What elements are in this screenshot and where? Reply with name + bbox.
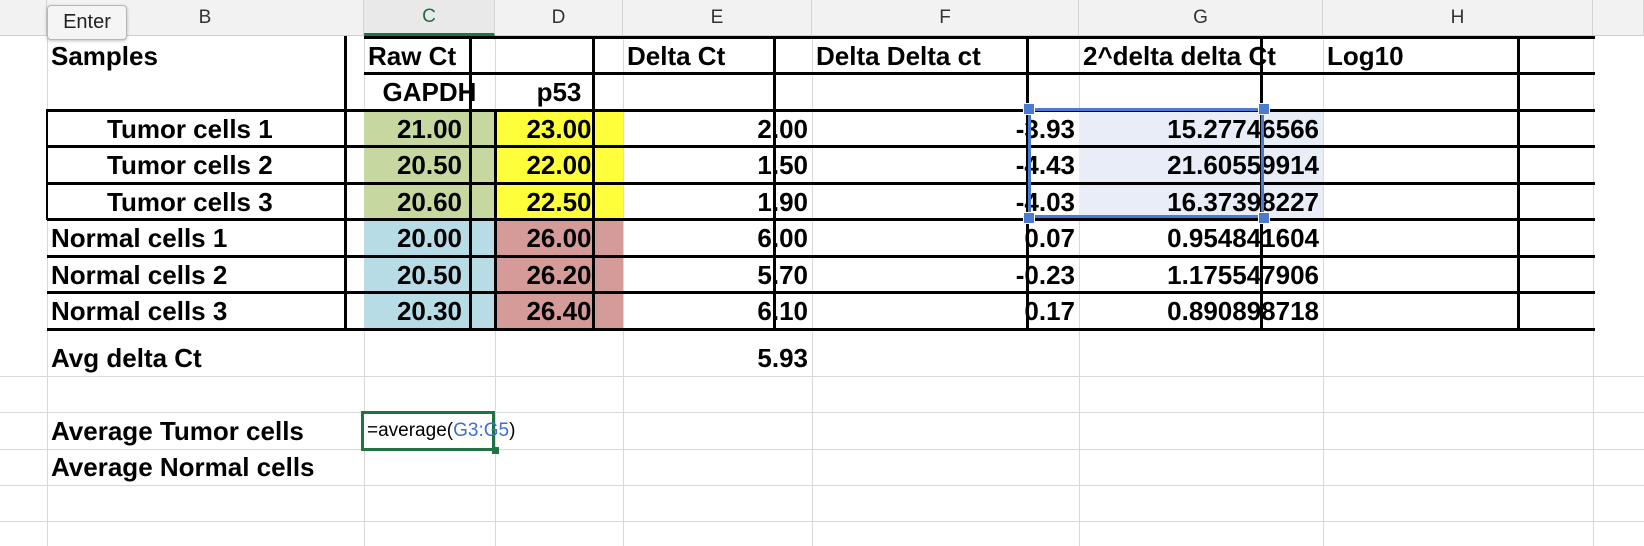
p53-cell[interactable]: 22.50 bbox=[495, 184, 623, 220]
power-cell[interactable]: 15.27746566 bbox=[1079, 111, 1323, 147]
gapdh-cell[interactable]: 20.60 bbox=[364, 184, 495, 220]
sample-name-cell[interactable]: Normal cells 3 bbox=[51, 296, 228, 326]
column-header-c[interactable]: C bbox=[364, 0, 495, 36]
table-border bbox=[47, 218, 1595, 221]
gapdh-cell[interactable]: 20.30 bbox=[364, 293, 495, 330]
header-gapdh[interactable]: GAPDH bbox=[382, 77, 477, 107]
gapdh-cell[interactable]: 20.50 bbox=[364, 147, 495, 184]
p53-cell[interactable]: 26.20 bbox=[495, 257, 623, 293]
power-cell[interactable]: 0.954841604 bbox=[1167, 223, 1319, 253]
gridline bbox=[0, 449, 1644, 450]
column-header-i[interactable] bbox=[1593, 0, 1644, 36]
column-header-f[interactable]: F bbox=[812, 0, 1079, 36]
delta-delta-ct-cell[interactable]: 0.17 bbox=[1024, 296, 1075, 326]
table-border bbox=[494, 109, 497, 331]
delta-ct-cell[interactable]: 1.90 bbox=[757, 186, 808, 217]
delta-ct-cell[interactable]: 6.10 bbox=[757, 296, 808, 326]
avg-delta-ct-label[interactable]: Avg delta Ct bbox=[51, 343, 202, 373]
average-tumor-label[interactable]: Average Tumor cells bbox=[51, 415, 304, 446]
average-normal-label[interactable]: Average Normal cells bbox=[51, 451, 315, 482]
column-header-d[interactable]: D bbox=[495, 0, 623, 36]
table-border bbox=[46, 109, 48, 220]
table-border bbox=[344, 36, 347, 331]
header-delta-delta-ct[interactable]: Delta Delta ct bbox=[816, 40, 981, 71]
fill-handle[interactable] bbox=[492, 447, 499, 454]
selection-handle-top-right[interactable] bbox=[1258, 103, 1270, 115]
delta-ct-cell[interactable]: 5.70 bbox=[757, 259, 808, 290]
power-cell[interactable]: 1.175547906 bbox=[1167, 259, 1319, 290]
p53-cell[interactable]: 26.40 bbox=[495, 293, 623, 330]
power-cell[interactable]: 0.890898718 bbox=[1167, 296, 1319, 326]
p53-cell[interactable]: 22.00 bbox=[495, 147, 623, 184]
gapdh-cell[interactable]: 21.00 bbox=[364, 111, 495, 147]
delta-delta-ct-cell[interactable]: -4.03 bbox=[1015, 186, 1075, 217]
sample-name-cell[interactable]: Normal cells 2 bbox=[51, 259, 228, 290]
table-border bbox=[47, 145, 1595, 148]
delta-delta-ct-cell[interactable]: -3.93 bbox=[1015, 113, 1075, 144]
selection-range[interactable] bbox=[1028, 108, 1264, 218]
formula-suffix: ) bbox=[509, 420, 516, 441]
delta-ct-cell[interactable]: 2.00 bbox=[757, 113, 808, 144]
table-border bbox=[469, 36, 472, 331]
gridline bbox=[0, 376, 1644, 377]
sample-name-cell[interactable]: Tumor cells 2 bbox=[107, 150, 273, 180]
power-cell[interactable]: 16.37398227 bbox=[1079, 184, 1323, 220]
table-border bbox=[773, 36, 776, 331]
delta-ct-cell[interactable]: 1.50 bbox=[757, 150, 808, 180]
column-header-a[interactable] bbox=[0, 0, 47, 36]
sample-name-cell[interactable]: Tumor cells 3 bbox=[107, 186, 273, 217]
header-2-power-ddct[interactable]: 2^delta delta Ct bbox=[1083, 40, 1276, 71]
table-border bbox=[592, 36, 595, 331]
table-border bbox=[47, 182, 1595, 185]
enter-mode-indicator: Enter bbox=[47, 5, 127, 40]
p53-cell[interactable]: 26.00 bbox=[495, 220, 623, 257]
gridline bbox=[0, 412, 1644, 413]
avg-delta-ct-value[interactable]: 5.93 bbox=[757, 343, 808, 373]
p53-cell[interactable]: 23.00 bbox=[495, 111, 623, 147]
selection-handle-bottom-right[interactable] bbox=[1258, 212, 1270, 224]
table-border bbox=[47, 291, 1595, 294]
header-delta-ct[interactable]: Delta Ct bbox=[627, 40, 726, 71]
column-header-h[interactable]: H bbox=[1323, 0, 1593, 36]
selection-handle-bottom-left[interactable] bbox=[1023, 212, 1035, 224]
column-header-e[interactable]: E bbox=[623, 0, 812, 36]
table-border bbox=[364, 36, 1595, 39]
table-border bbox=[47, 109, 1595, 112]
gridline bbox=[0, 485, 1644, 486]
table-border bbox=[1026, 36, 1029, 331]
table-border bbox=[364, 72, 1595, 75]
sample-name-cell[interactable]: Normal cells 1 bbox=[51, 223, 228, 253]
formula-prefix: =average( bbox=[367, 420, 454, 441]
column-header-g[interactable]: G bbox=[1079, 0, 1323, 36]
formula-range-ref: G3:G5 bbox=[453, 420, 510, 441]
header-samples[interactable]: Samples bbox=[51, 40, 158, 71]
gridline bbox=[0, 521, 1644, 522]
delta-ct-cell[interactable]: 6.00 bbox=[757, 223, 808, 253]
selection-handle-top-left[interactable] bbox=[1023, 103, 1035, 115]
delta-delta-ct-cell[interactable]: 0.07 bbox=[1024, 223, 1075, 253]
formula-edit-cell[interactable]: =average(G3:G5) bbox=[361, 411, 515, 451]
table-border bbox=[1517, 36, 1520, 331]
table-border bbox=[47, 255, 1595, 258]
header-p53[interactable]: p53 bbox=[536, 77, 582, 107]
gapdh-cell[interactable]: 20.50 bbox=[364, 257, 495, 293]
table-border bbox=[47, 328, 1595, 331]
power-cell[interactable]: 21.60559914 bbox=[1079, 147, 1323, 184]
header-log10[interactable]: Log10 bbox=[1327, 40, 1404, 71]
delta-delta-ct-cell[interactable]: -4.43 bbox=[1015, 150, 1075, 180]
header-raw-ct[interactable]: Raw Ct bbox=[368, 40, 457, 71]
sample-name-cell[interactable]: Tumor cells 1 bbox=[107, 113, 273, 144]
gapdh-cell[interactable]: 20.00 bbox=[364, 220, 495, 257]
delta-delta-ct-cell[interactable]: -0.23 bbox=[1015, 259, 1075, 290]
